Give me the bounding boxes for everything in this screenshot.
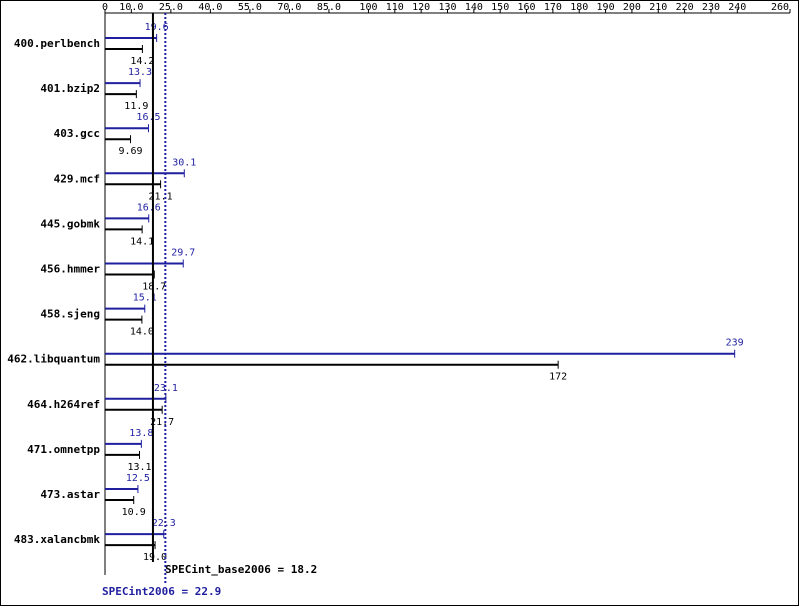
value-label: 18.7 xyxy=(142,282,166,293)
value-label: 13.1 xyxy=(127,462,151,473)
x-tick-label: 130 xyxy=(438,2,456,13)
x-tick-label: 40.0 xyxy=(198,2,222,13)
category-label: 483.xalancbmk xyxy=(14,533,100,546)
x-tick-label: 0 xyxy=(102,2,108,13)
value-label: 172 xyxy=(549,372,567,383)
value-label: 14.2 xyxy=(130,56,154,67)
x-tick-label: 140 xyxy=(465,2,483,13)
category-label: 473.astar xyxy=(40,488,100,501)
x-tick-label: 70.0 xyxy=(277,2,301,13)
category-label: 458.sjeng xyxy=(40,308,100,321)
x-tick-label: 220 xyxy=(676,2,694,13)
category-label: 445.gobmk xyxy=(40,217,100,230)
value-label: 21.7 xyxy=(150,417,174,428)
x-tick-label: 240 xyxy=(728,2,746,13)
value-label: 29.7 xyxy=(171,248,195,259)
value-label: 23.1 xyxy=(154,383,178,394)
value-label: 12.5 xyxy=(126,473,150,484)
x-tick-label: 55.0 xyxy=(238,2,262,13)
x-tick-label: 10.0 xyxy=(119,2,143,13)
x-tick-label: 190 xyxy=(597,2,615,13)
value-label: 14.0 xyxy=(130,327,154,338)
value-label: 13.3 xyxy=(128,67,152,78)
x-tick-label: 210 xyxy=(649,2,667,13)
x-tick-label: 180 xyxy=(570,2,588,13)
value-label: 16.6 xyxy=(137,202,161,213)
reference-label: SPECint_base2006 = 18.2 xyxy=(165,563,317,576)
category-label: 456.hmmer xyxy=(40,263,100,276)
category-label: 464.h264ref xyxy=(27,398,100,411)
x-tick-label: 120 xyxy=(412,2,430,13)
x-tick-label: 110 xyxy=(386,2,404,13)
value-label: 13.8 xyxy=(129,428,153,439)
x-tick-label: 200 xyxy=(623,2,641,13)
value-label: 11.9 xyxy=(124,101,148,112)
value-label: 14.1 xyxy=(130,236,154,247)
x-tick-label: 230 xyxy=(702,2,720,13)
category-label: 401.bzip2 xyxy=(40,82,100,95)
value-label: 19.0 xyxy=(143,552,167,563)
value-label: 239 xyxy=(726,338,744,349)
value-label: 15.1 xyxy=(133,293,157,304)
value-label: 19.6 xyxy=(145,22,169,33)
category-label: 429.mcf xyxy=(54,172,100,185)
value-label: 30.1 xyxy=(172,157,196,168)
x-tick-label: 260 xyxy=(771,2,789,13)
x-tick-label: 160 xyxy=(518,2,536,13)
x-tick-label: 170 xyxy=(544,2,562,13)
value-label: 9.69 xyxy=(118,146,142,157)
category-label: 462.libquantum xyxy=(7,353,100,366)
x-tick-label: 100 xyxy=(359,2,377,13)
x-tick-label: 85.0 xyxy=(317,2,341,13)
x-tick-label: 150 xyxy=(491,2,509,13)
category-label: 403.gcc xyxy=(54,127,100,140)
reference-label: SPECint2006 = 22.9 xyxy=(102,585,221,598)
category-label: 471.omnetpp xyxy=(27,443,100,456)
x-tick-label: 25.0 xyxy=(159,2,183,13)
value-label: 21.1 xyxy=(149,191,173,202)
value-label: 10.9 xyxy=(122,507,146,518)
value-label: 22.3 xyxy=(152,518,176,529)
value-label: 16.5 xyxy=(136,112,160,123)
category-label: 400.perlbench xyxy=(14,37,100,50)
